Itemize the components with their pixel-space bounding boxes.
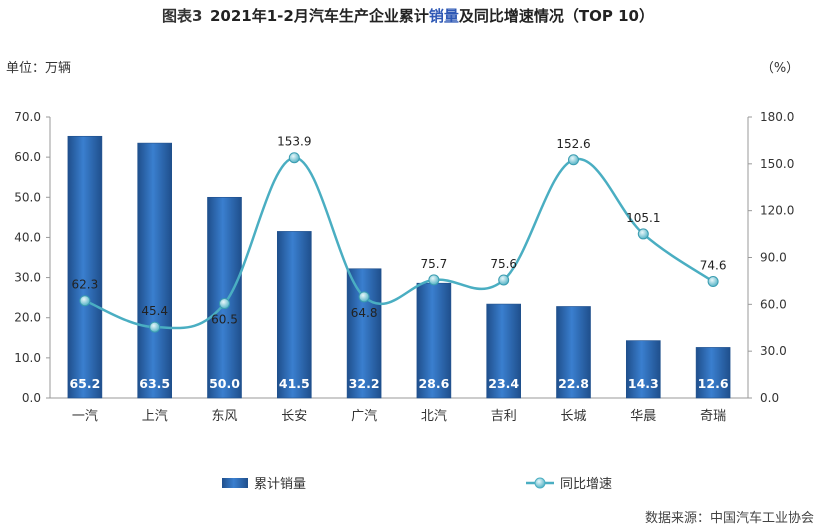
x-tick-label: 上汽 (142, 409, 168, 424)
line-value-label: 152.6 (556, 137, 590, 151)
line-series: 62.3 45.4 60.5 153.9 64.8 75.7 75.6 152.6 105.1 7… (72, 135, 727, 333)
left-tick-label: 20.0 (14, 311, 41, 325)
right-axis-unit: （%） (761, 61, 799, 76)
bar-奇瑞 (695, 347, 731, 399)
x-tick-label: 吉利 (491, 409, 517, 424)
x-tick-label: 广汽 (351, 409, 377, 424)
bar-长城 (556, 306, 591, 399)
line-point (707, 276, 719, 288)
line-value-label: 75.7 (421, 257, 448, 271)
line-value-label: 64.8 (351, 306, 378, 320)
right-tick-label: 150.0 (760, 157, 794, 171)
x-tick-label: 北汽 (421, 409, 447, 424)
left-axis-ticks: 0.0 10.0 20.0 30.0 40.0 50.0 60.0 70.0 (14, 110, 50, 405)
bar-value-label: 32.2 (349, 376, 380, 391)
bar-上汽 (137, 142, 172, 399)
x-axis-labels: 一汽 上汽 东风 长安 广汽 北汽 吉利 长城 华晨 奇瑞 (72, 408, 726, 424)
left-tick-label: 0.0 (22, 391, 41, 405)
line-point (568, 154, 579, 166)
bar-一汽 (67, 135, 103, 399)
bar-value-label: 12.6 (698, 376, 729, 391)
x-tick-label: 东风 (211, 409, 237, 424)
left-tick-label: 40.0 (14, 230, 41, 244)
line-point (79, 295, 91, 307)
line-value-label: 75.6 (490, 257, 517, 271)
line-point (358, 291, 370, 303)
legend-label-line: 同比增速 (560, 477, 612, 492)
bar-广汽 (346, 268, 382, 399)
legend-label-bar: 累计销量 (254, 477, 306, 492)
legend: 累计销量 同比增速 (222, 477, 612, 492)
left-tick-label: 70.0 (14, 110, 41, 124)
line-value-label: 45.4 (141, 304, 168, 318)
line-point (428, 274, 440, 286)
right-tick-label: 30.0 (760, 344, 787, 358)
bar-value-label: 23.4 (488, 376, 519, 391)
x-tick-label: 长城 (560, 409, 586, 424)
left-tick-label: 50.0 (14, 190, 41, 204)
line-value-label: 153.9 (277, 135, 311, 149)
right-tick-label: 120.0 (760, 204, 794, 218)
x-tick-label: 奇瑞 (700, 408, 726, 424)
line-value-label: 105.1 (626, 211, 660, 225)
line-point (219, 298, 230, 310)
bar-华晨 (625, 340, 661, 399)
legend-swatch-bar (222, 478, 248, 488)
data-source: 数据来源：中国汽车工业协会 (645, 510, 814, 526)
legend-swatch-dot (534, 477, 546, 489)
left-tick-label: 60.0 (14, 150, 41, 164)
chart-title-post: 及同比增速情况（TOP 10） (459, 7, 654, 25)
left-tick-label: 10.0 (14, 351, 41, 365)
line-value-label: 60.5 (211, 313, 238, 327)
right-axis-ticks: 0.0 30.0 60.0 90.0 120.0 150.0 180.0 (748, 110, 794, 405)
x-tick-label: 华晨 (630, 409, 656, 424)
bar-吉利 (486, 303, 522, 399)
line-path-growth (84, 156, 714, 330)
right-tick-label: 90.0 (760, 251, 787, 265)
figure-label: 图表3 (162, 7, 202, 25)
x-tick-label: 长安 (281, 409, 307, 424)
right-tick-label: 60.0 (760, 297, 787, 311)
right-tick-label: 180.0 (760, 110, 794, 124)
bar-长安 (276, 231, 312, 399)
line-point (149, 321, 161, 333)
bar-东风 (207, 196, 242, 399)
line-point (288, 152, 300, 164)
left-tick-label: 30.0 (14, 271, 41, 285)
line-value-label: 74.6 (700, 259, 727, 273)
bar-value-label: 28.6 (418, 376, 449, 391)
bar-value-label: 63.5 (139, 376, 170, 391)
bar-value-label: 50.0 (209, 376, 240, 391)
line-point (637, 228, 649, 240)
bar-value-label: 22.8 (558, 376, 589, 391)
left-axis-unit: 单位：万辆 (6, 61, 71, 76)
chart-title-pre: 2021年1-2月汽车生产企业累计 (210, 7, 429, 25)
bar-value-label: 14.3 (628, 376, 659, 391)
x-tick-label: 一汽 (72, 409, 98, 424)
bar-value-label: 65.2 (69, 376, 100, 391)
bar-series: 65.2 63.5 50.0 41.5 32.2 28.6 23.4 22.8 14.3 12.6 (67, 135, 731, 399)
right-tick-label: 0.0 (760, 391, 779, 405)
line-value-label: 62.3 (72, 278, 99, 292)
line-point (498, 274, 510, 286)
chart-title-highlight: 销量 (429, 7, 459, 25)
bar-value-label: 41.5 (279, 376, 310, 391)
chart-title: 2021年1-2月汽车生产企业累计销量及同比增速情况（TOP 10） (210, 7, 654, 25)
